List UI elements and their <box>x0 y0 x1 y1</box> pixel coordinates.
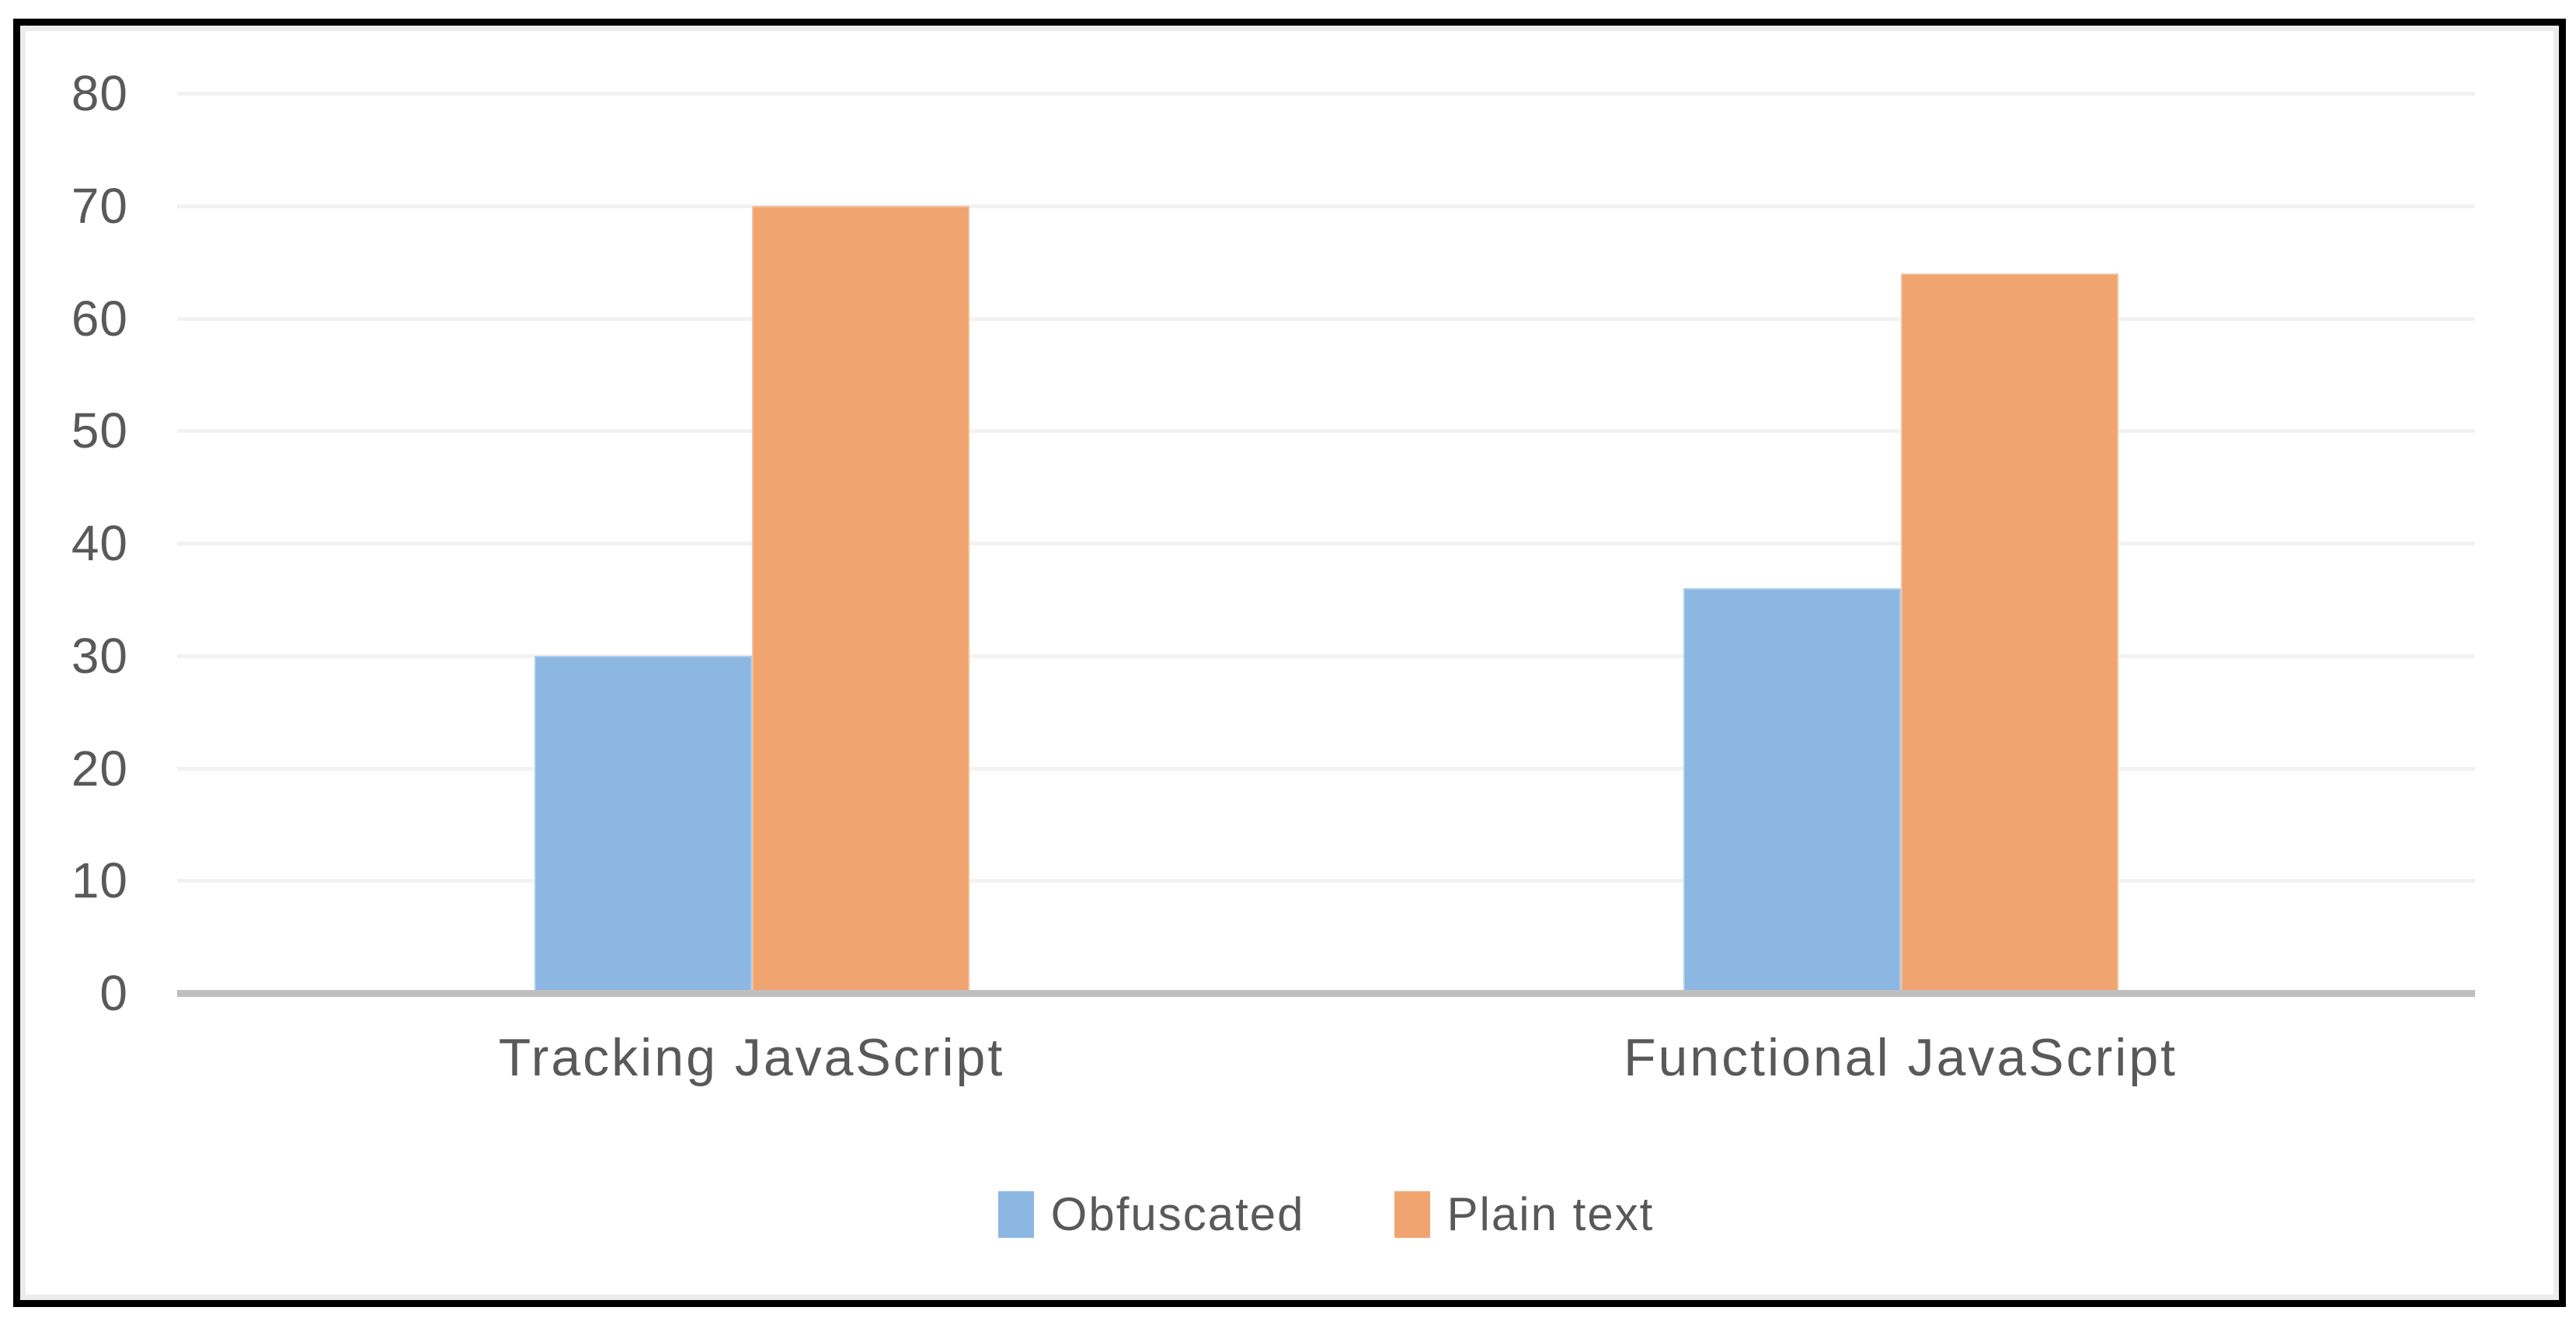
gridline-70 <box>177 204 2475 208</box>
y-tick-label-10: 10 <box>71 852 128 909</box>
chart-outer-border <box>13 19 2566 1307</box>
legend: Obfuscated Plain text <box>177 1187 2475 1241</box>
gridline-40 <box>177 542 2475 545</box>
legend-item-obfuscated: Obfuscated <box>997 1187 1305 1241</box>
y-tick-label-60: 60 <box>71 290 128 347</box>
gridline-30 <box>177 654 2475 658</box>
x-axis-line <box>177 990 2475 997</box>
gridline-50 <box>177 429 2475 434</box>
y-tick-label-80: 80 <box>71 65 128 121</box>
bar-plain-text-tracking-javascript <box>751 205 969 993</box>
gridline-20 <box>177 766 2475 771</box>
bar-obfuscated-functional-javascript <box>1683 587 1901 993</box>
category-label-functional-javascript: Functional JavaScript <box>1623 1028 2178 1087</box>
gridline-80 <box>177 92 2475 96</box>
y-tick-label-20: 20 <box>71 740 128 796</box>
bar-obfuscated-tracking-javascript <box>534 655 752 993</box>
y-tick-label-50: 50 <box>71 403 128 459</box>
gridline-10 <box>177 879 2475 884</box>
legend-swatch-obfuscated <box>997 1190 1034 1238</box>
legend-item-plain-text: Plain text <box>1394 1187 1655 1241</box>
bar-plain-text-functional-javascript <box>1900 273 2118 993</box>
y-tick-label-40: 40 <box>71 515 128 571</box>
legend-label-obfuscated: Obfuscated <box>1050 1188 1305 1240</box>
y-tick-label-70: 70 <box>71 177 128 234</box>
legend-label-plain-text: Plain text <box>1446 1188 1655 1240</box>
y-tick-label-30: 30 <box>71 627 128 684</box>
y-tick-label-0: 0 <box>99 965 128 1021</box>
gridline-60 <box>177 316 2475 321</box>
category-label-tracking-javascript: Tracking JavaScript <box>498 1028 1005 1087</box>
legend-swatch-plain-text <box>1394 1190 1430 1238</box>
